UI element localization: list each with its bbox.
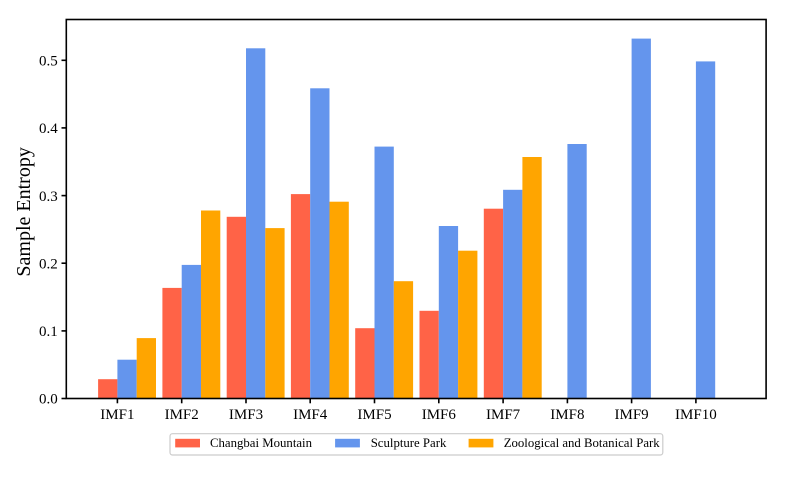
svg-text:Sculpture Park: Sculpture Park (371, 436, 447, 450)
svg-text:IMF1: IMF1 (100, 407, 134, 423)
svg-text:IMF8: IMF8 (550, 407, 584, 423)
svg-text:0.3: 0.3 (39, 189, 58, 205)
svg-text:IMF3: IMF3 (229, 407, 263, 423)
svg-text:Sample Entropy: Sample Entropy (13, 147, 35, 276)
svg-text:0.2: 0.2 (39, 256, 58, 272)
svg-text:0.5: 0.5 (39, 54, 58, 70)
svg-text:IMF5: IMF5 (357, 407, 391, 423)
svg-text:Changbai Mountain: Changbai Mountain (210, 436, 313, 450)
svg-text:0.0: 0.0 (39, 392, 58, 408)
svg-text:IMF9: IMF9 (615, 407, 649, 423)
svg-text:IMF6: IMF6 (422, 407, 457, 423)
svg-text:IMF4: IMF4 (293, 407, 328, 423)
svg-text:Zoological and Botanical Park: Zoological and Botanical Park (504, 436, 661, 450)
svg-text:IMF2: IMF2 (165, 407, 199, 423)
svg-text:0.4: 0.4 (39, 121, 58, 137)
svg-text:0.1: 0.1 (39, 324, 58, 340)
svg-text:IMF10: IMF10 (675, 407, 717, 423)
svg-text:IMF7: IMF7 (486, 407, 521, 423)
